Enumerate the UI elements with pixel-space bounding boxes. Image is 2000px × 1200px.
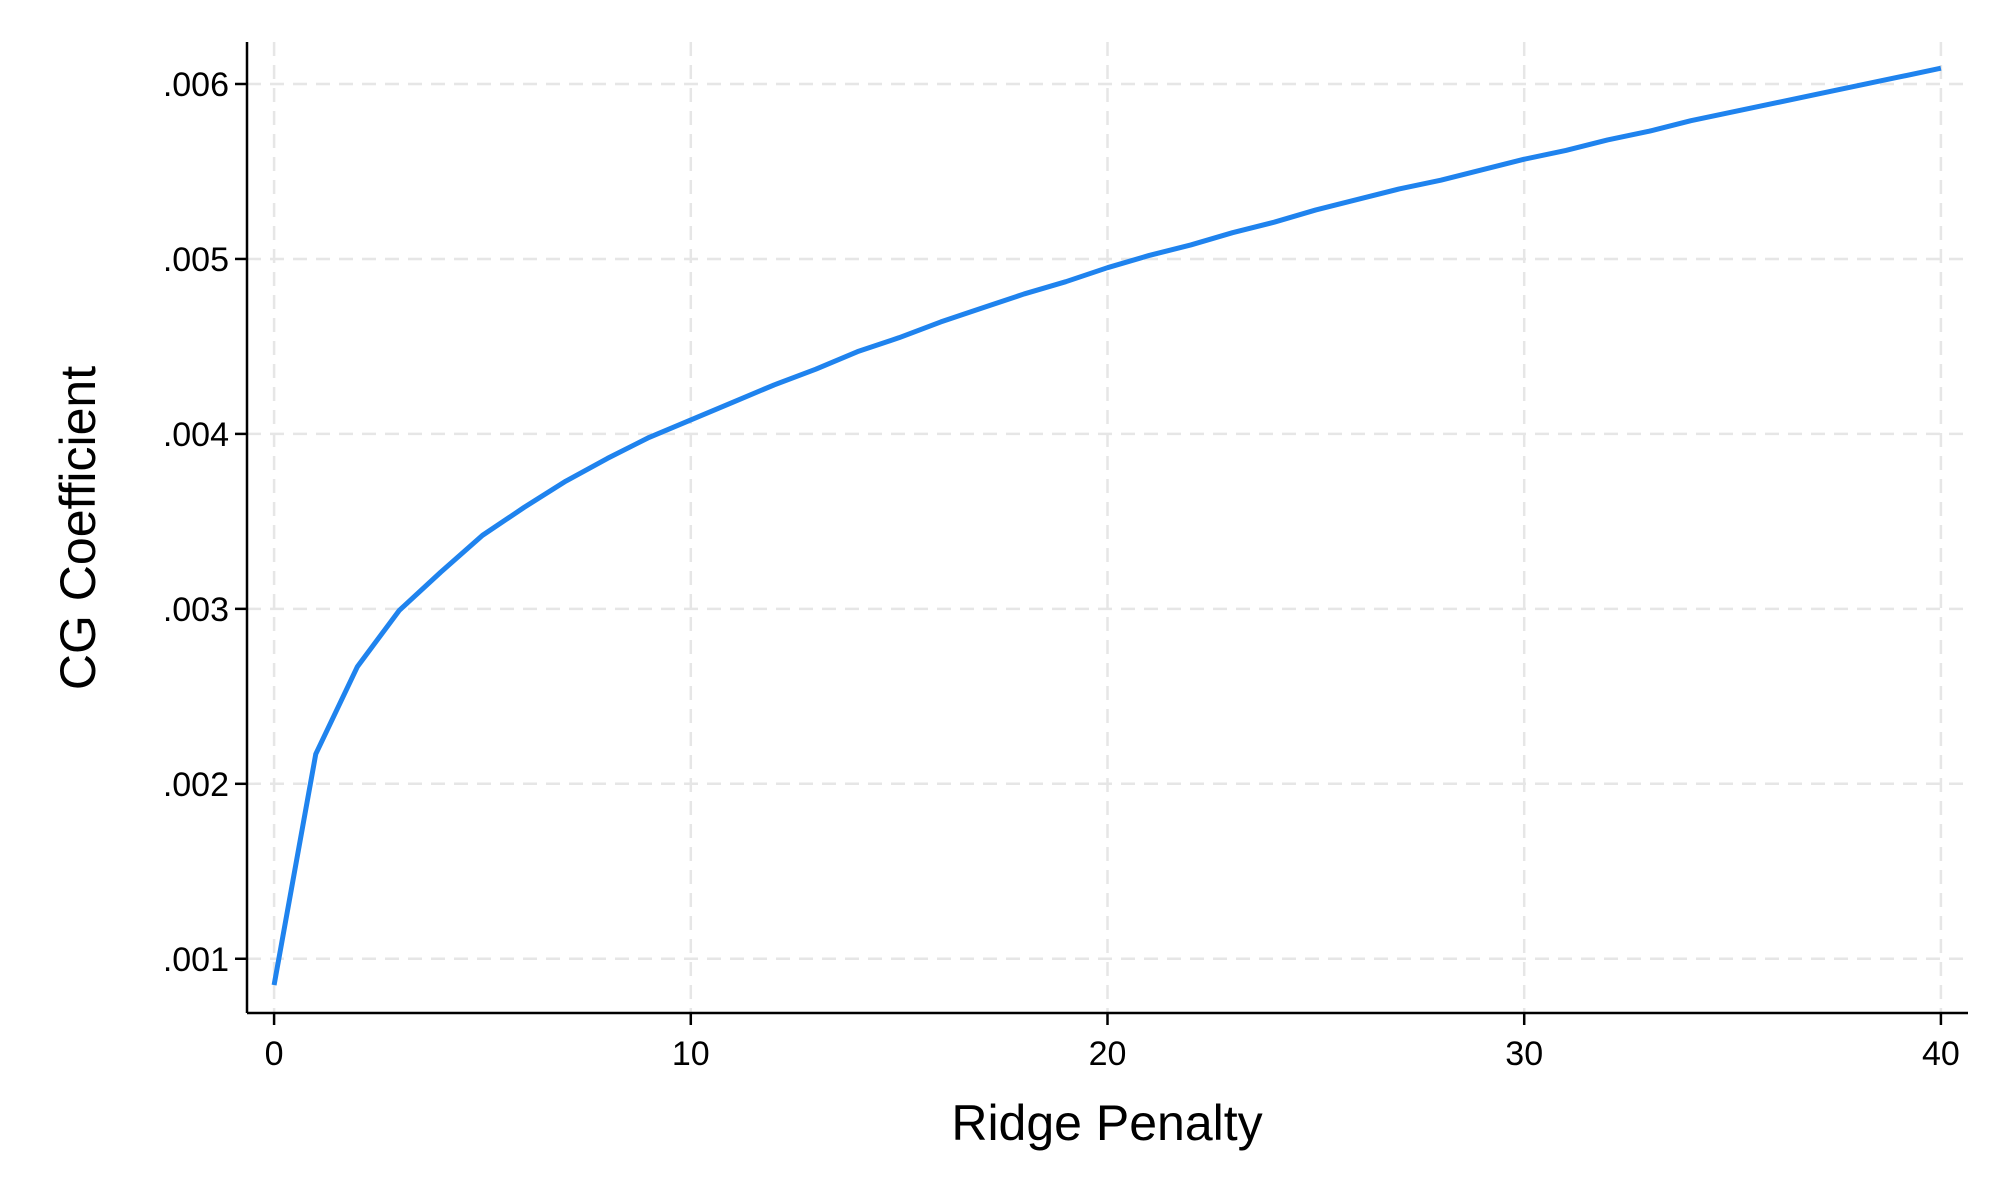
x-axis-title: Ridge Penalty — [951, 1095, 1262, 1151]
x-tick-label: 30 — [1505, 1035, 1543, 1073]
data-line — [271, 65, 1942, 986]
y-tick-label: .004 — [163, 416, 229, 454]
x-tick-label: 20 — [1089, 1035, 1127, 1073]
x-tick-label: 10 — [672, 1035, 710, 1073]
y-tick-label: .005 — [163, 241, 229, 279]
y-tick-label: .002 — [163, 766, 229, 804]
y-tick-label: .001 — [163, 941, 229, 979]
x-tick-label: 0 — [265, 1035, 284, 1073]
y-tick-label: .003 — [163, 591, 229, 629]
y-tick-label: .006 — [163, 66, 229, 104]
y-axis-title: CG Coefficient — [50, 366, 106, 690]
x-tick-label: 40 — [1922, 1035, 1960, 1073]
